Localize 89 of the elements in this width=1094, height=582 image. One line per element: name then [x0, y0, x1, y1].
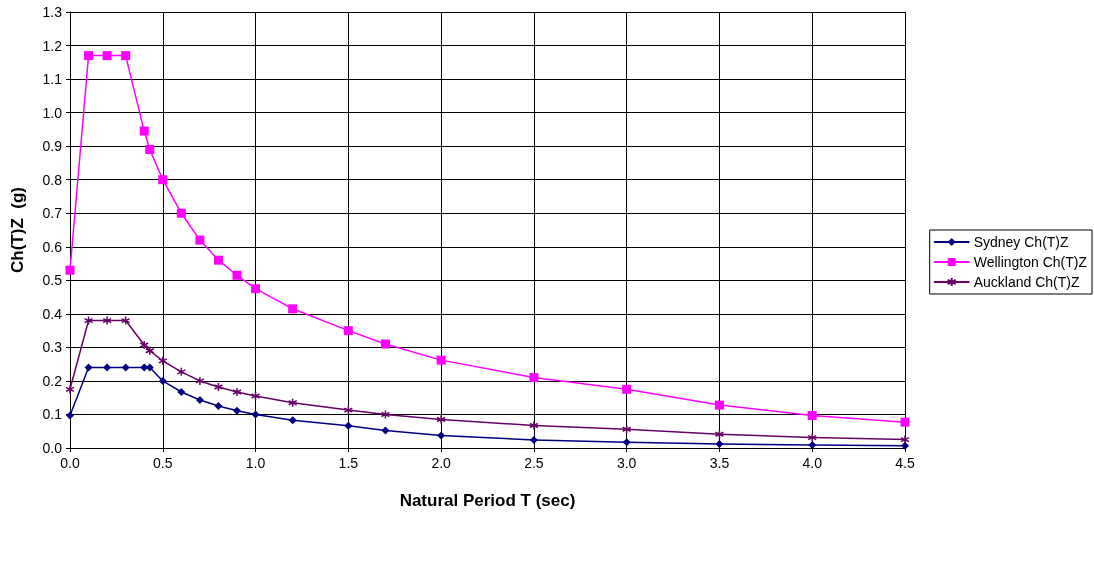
point	[195, 235, 205, 245]
point	[232, 387, 242, 397]
point	[900, 434, 910, 445]
point	[84, 363, 93, 372]
point	[145, 345, 155, 356]
point	[103, 363, 112, 372]
point	[139, 340, 149, 350]
point	[436, 414, 446, 425]
point	[195, 396, 204, 405]
point	[145, 145, 155, 155]
point	[233, 406, 241, 415]
point	[121, 51, 131, 61]
point	[436, 355, 446, 365]
y-tick-label: 0.2	[42, 372, 63, 389]
point	[715, 439, 724, 448]
x-tick-label: 4.5	[895, 455, 915, 471]
point	[529, 435, 538, 444]
point	[102, 51, 112, 61]
point	[139, 126, 149, 136]
point	[232, 270, 242, 280]
point	[808, 440, 817, 449]
point	[343, 326, 353, 336]
point	[807, 432, 817, 443]
point	[251, 284, 261, 294]
point	[213, 382, 224, 392]
y-tick-label: 0.0	[42, 440, 63, 456]
point	[176, 367, 187, 377]
point	[622, 384, 632, 394]
x-axis-title: Natural Period T (sec)	[399, 491, 576, 510]
y-tick-label: 0.6	[42, 238, 63, 255]
x-tick-label: 4.0	[802, 455, 823, 471]
point	[529, 420, 539, 431]
point	[251, 410, 260, 419]
point	[380, 409, 391, 420]
x-tick-label: 3.5	[709, 455, 730, 471]
point	[177, 387, 186, 396]
point	[84, 51, 94, 61]
point	[343, 405, 354, 415]
point	[900, 417, 910, 427]
y-tick-label: 1.0	[42, 104, 63, 121]
point	[807, 410, 817, 420]
point	[529, 373, 539, 383]
y-axis-title: Ch(T)Z (g)	[8, 187, 27, 273]
point	[288, 304, 298, 314]
y-tick-label: 1.1	[42, 71, 63, 88]
x-tick-label: 2.5	[524, 455, 544, 471]
x-tick-label: 3.0	[616, 455, 637, 471]
point	[250, 391, 261, 401]
point	[121, 363, 130, 372]
legend-label: Auckland Ch(T)Z	[973, 274, 1080, 290]
x-tick-label: 1.0	[245, 455, 266, 471]
legend-label: Wellington Ch(T)Z	[973, 254, 1088, 270]
x-tick-label: 0.5	[153, 455, 173, 471]
point	[622, 438, 631, 447]
y-tick-label: 0.1	[42, 406, 63, 423]
point	[621, 424, 632, 434]
point	[102, 315, 112, 326]
point	[120, 315, 131, 326]
y-tick-label: 1.3	[42, 4, 63, 20]
point	[158, 356, 168, 366]
point	[176, 208, 186, 218]
point	[158, 376, 167, 385]
y-tick-label: 0.8	[42, 171, 63, 188]
point	[288, 416, 297, 425]
point	[380, 339, 390, 349]
point	[83, 315, 94, 326]
x-tick-label: 0.0	[60, 455, 80, 471]
point	[287, 397, 298, 408]
point	[158, 175, 168, 185]
y-tick-label: 0.4	[42, 305, 63, 322]
point	[66, 411, 74, 420]
point	[437, 431, 446, 440]
y-tick-label: 0.7	[42, 205, 63, 222]
y-tick-label: 0.3	[42, 339, 63, 356]
x-tick-label: 2.0	[431, 455, 452, 471]
point	[344, 421, 353, 430]
point	[714, 400, 724, 410]
point	[214, 402, 223, 411]
y-tick-label: 0.9	[42, 138, 63, 155]
point	[381, 426, 390, 435]
point	[213, 255, 223, 265]
x-tick-label: 1.5	[338, 455, 359, 471]
y-tick-label: 0.5	[42, 272, 63, 289]
y-tick-label: 1.2	[42, 37, 63, 54]
point	[714, 429, 725, 439]
point	[65, 384, 75, 395]
legend-label: Sydney Ch(T)Z	[973, 234, 1070, 250]
point	[65, 265, 75, 275]
point	[195, 376, 205, 386]
